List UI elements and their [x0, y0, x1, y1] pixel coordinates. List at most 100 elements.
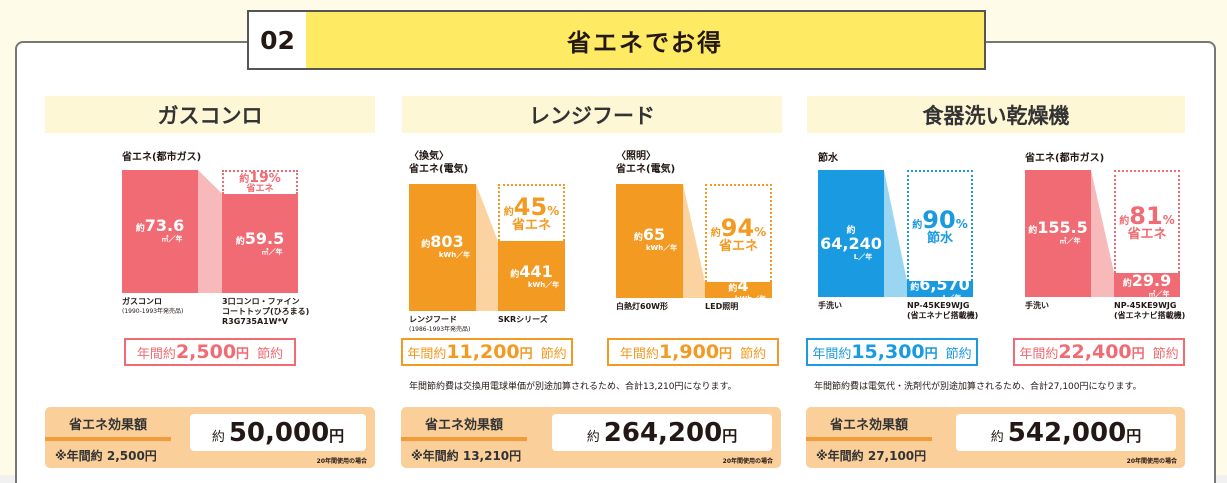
effect-annual: ※年間約 27,100円: [816, 449, 927, 463]
saving-yen: 円: [519, 346, 533, 362]
saving-suffix: 節約: [945, 346, 972, 362]
before-caption: ガスコンロ (1990-1993年発売品): [122, 297, 183, 317]
annual-saving-badge: 年間約 2,500 円 節約: [124, 338, 296, 366]
column-title: レンジフード: [402, 96, 782, 133]
caption-sub: (1990-1993年発売品): [122, 308, 184, 315]
saving-amount: 22,400: [1058, 341, 1132, 363]
footnote: 年間節約費は電気代・洗剤代が別途加算されるため、合計27,100円になります。: [814, 382, 1142, 392]
effect-total-box: 約 542,000 円: [956, 414, 1176, 451]
value-number: 441: [519, 262, 553, 282]
before-value: 約65 kWh／年: [616, 227, 683, 252]
chart-metric: 節水: [818, 153, 838, 164]
saving-percent: 約 19%: [239, 171, 281, 185]
effect-panel: 省エネ効果額 ※年間約 27,100円 約 542,000 円 20年間使用の場…: [806, 407, 1185, 468]
after-value: 約59.5 ㎥／年: [222, 231, 298, 256]
saving-prefix: 年間約: [812, 346, 852, 362]
bar-after: [907, 281, 973, 297]
value-unit: ㎥／年: [1059, 236, 1081, 245]
caption-line: NP-45KE9WJG: [1114, 301, 1177, 310]
section-number: 02: [247, 10, 308, 70]
caption-name: 白熱灯60W形: [616, 302, 668, 311]
effect-prefix: 約: [586, 430, 600, 445]
before-value: 約803 kWh／年: [409, 231, 476, 259]
saving-percent-box: 約 19% 省エネ: [222, 170, 298, 194]
after-caption: LED照明: [705, 302, 738, 312]
effect-total-box: 約 50,000 円: [190, 414, 366, 451]
effect-amount: 264,200: [603, 418, 723, 448]
section-title: 省エネでお得: [306, 10, 986, 70]
before-value: 約64,240 L／年: [818, 220, 884, 261]
effect-yen: 円: [1126, 427, 1142, 445]
percent-value: 81: [1129, 201, 1163, 230]
value-number: 73.6: [144, 215, 185, 235]
saving-yen: 円: [924, 346, 938, 362]
saving-percent: 約 94%: [711, 216, 766, 240]
percent-text: 省エネ: [1127, 226, 1167, 242]
percent-prefix: 約: [1119, 215, 1130, 227]
value-number: 65: [642, 225, 666, 244]
value-unit: ㎥／年: [261, 248, 283, 257]
effect-amount: 542,000: [1007, 418, 1127, 448]
chart-category: 〈照明〉: [616, 151, 656, 162]
annual-saving-badge: 年間約 15,300 円 節約: [806, 338, 978, 366]
caption-line: NP-45KE9WJG: [907, 301, 970, 310]
value-prefix: 約: [135, 223, 145, 234]
column-gas-stove: ガスコンロ: [45, 96, 375, 133]
value-prefix: 約: [1122, 278, 1132, 289]
caption-name: レンジフード: [409, 315, 457, 324]
chart-label: 省エネ(都市ガス): [122, 151, 201, 164]
caption-name: ガスコンロ: [122, 297, 162, 306]
after-caption: NP-45KE9WJG (省エネナビ搭載機): [1114, 301, 1185, 321]
annual-saving-badge: 年間約 1,900 円 節約: [607, 338, 779, 366]
effect-label: 省エネ効果額: [68, 418, 147, 433]
value-number: 64,240: [820, 233, 882, 253]
value-prefix: 約: [235, 237, 245, 248]
saving-suffix: 節約: [740, 346, 767, 362]
chart-label: 節水: [818, 152, 838, 165]
annual-saving-badge: 年間約 11,200 円 節約: [401, 338, 573, 366]
percent-text: 省エネ: [246, 184, 274, 195]
saving-prefix: 年間約: [407, 346, 447, 362]
effect-yen: 円: [722, 427, 738, 445]
saving-percent: 約 81%: [1119, 204, 1174, 228]
effect-panel: 省エネ効果額 ※年間約 2,500円 約 50,000 円 20年間使用の場合: [45, 407, 375, 468]
effect-condition: 20年間使用の場合: [1126, 458, 1177, 465]
caption-line: LED照明: [705, 302, 739, 311]
percent-text: 省エネ: [718, 238, 758, 254]
chart-label: 〈換気〉 省エネ(電気): [409, 150, 468, 176]
bar-after: [498, 241, 565, 311]
saving-yen: 円: [719, 346, 733, 362]
value-unit: L／年: [942, 294, 962, 302]
value-number: 803: [430, 231, 464, 251]
caption-line: (省エネナビ搭載機): [907, 311, 979, 320]
after-value: 約29.9 ㎥／年: [1114, 272, 1180, 298]
effect-underline: [401, 437, 527, 441]
chart-category: 〈換気〉: [409, 151, 449, 162]
caption-line: SKRシリーズ: [498, 315, 548, 324]
value-unit: kWh／年: [645, 244, 678, 252]
before-caption: 白熱灯60W形: [616, 302, 668, 312]
effect-label: 省エネ効果額: [424, 418, 503, 433]
effect-condition: 20年間使用の場合: [316, 458, 367, 465]
effect-prefix: 約: [990, 430, 1004, 445]
effect-underline: [45, 437, 171, 441]
value-prefix: 約: [846, 225, 856, 236]
percent-prefix: 約: [710, 227, 721, 239]
after-caption: 3口コンロ・ファイン コートトップ(ひろまる) R3G735A1W*V: [222, 297, 309, 327]
column-range-hood: レンジフード: [402, 96, 782, 133]
percent-unit: %: [754, 224, 767, 239]
effect-amount: 50,000: [228, 418, 330, 448]
column-dishwasher: 食器洗い乾燥機: [807, 96, 1185, 133]
value-unit: kWh／年: [734, 295, 767, 303]
saving-suffix: 節約: [257, 346, 284, 362]
caption-line: R3G735A1W*V: [222, 317, 288, 326]
percent-unit: %: [955, 217, 968, 231]
chart-label: 省エネ(都市ガス): [1025, 152, 1104, 165]
after-value: 約6,570 L／年: [907, 277, 973, 302]
saving-amount: 1,900: [658, 341, 720, 363]
value-number: 155.5: [1037, 217, 1088, 237]
caption-name: 手洗い: [818, 301, 842, 310]
saving-amount: 15,300: [851, 341, 925, 363]
value-number: 6,570: [919, 275, 970, 294]
saving-yen: 円: [1131, 346, 1145, 362]
